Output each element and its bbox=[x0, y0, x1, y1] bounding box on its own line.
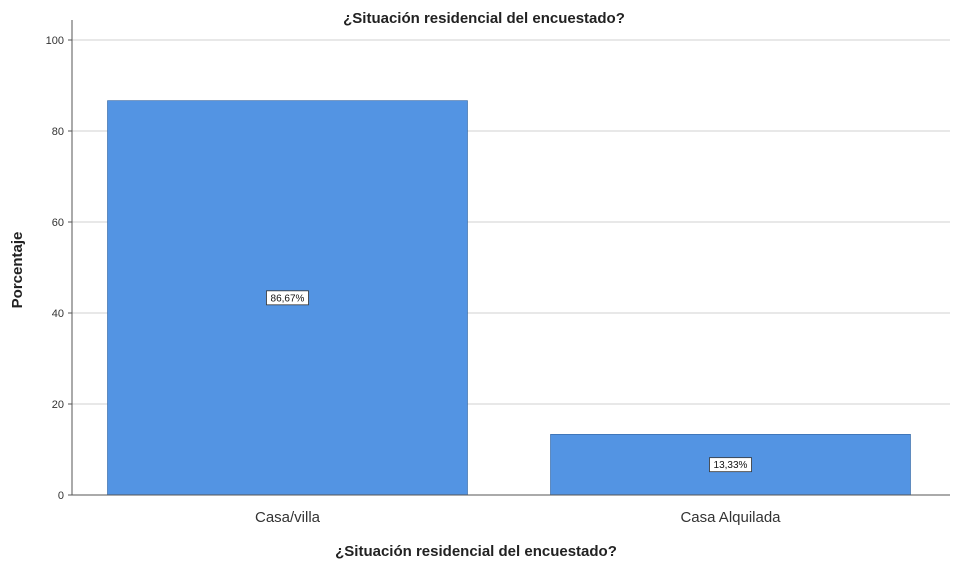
y-tick-label: 40 bbox=[52, 308, 64, 320]
data-label-box bbox=[266, 290, 309, 306]
data-labels: 86,67% 13,33% bbox=[266, 290, 752, 473]
data-label: 86,67% bbox=[271, 293, 305, 304]
y-tick-label: 80 bbox=[52, 126, 64, 138]
y-axis-title: Porcentaje bbox=[9, 232, 26, 309]
x-axis-title: ¿Situación residencial del encuestado? bbox=[335, 543, 617, 560]
data-label: 13,33% bbox=[714, 460, 748, 471]
axes: 0 20 40 60 80 100 Casa/villa Casa Alquilada bbox=[46, 20, 950, 526]
y-tick-label: 20 bbox=[52, 399, 64, 411]
x-tick-label: Casa/villa bbox=[255, 509, 321, 526]
y-tick-label: 100 bbox=[46, 35, 64, 47]
y-tick-label: 60 bbox=[52, 217, 64, 229]
bars bbox=[107, 100, 911, 496]
data-label-box bbox=[709, 457, 752, 473]
chart-title: ¿Situación residencial del encuestado? bbox=[343, 10, 625, 27]
x-tick-label: Casa Alquilada bbox=[680, 509, 781, 526]
y-tick-label: 0 bbox=[58, 490, 64, 502]
